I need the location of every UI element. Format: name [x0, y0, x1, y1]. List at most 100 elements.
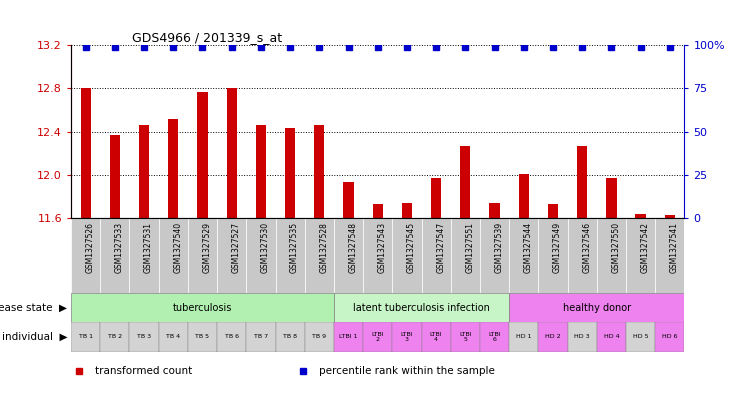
Text: GSM1327545: GSM1327545: [407, 222, 416, 273]
Bar: [597, 218, 626, 293]
Text: GSM1327539: GSM1327539: [494, 222, 503, 273]
Text: TB 2: TB 2: [108, 334, 122, 340]
Text: transformed count: transformed count: [95, 366, 192, 376]
Bar: [197, 92, 208, 218]
Bar: [393, 322, 422, 352]
Bar: [256, 125, 266, 218]
Bar: [71, 293, 334, 322]
Text: HD 1: HD 1: [516, 334, 532, 340]
Bar: [110, 135, 120, 218]
Bar: [334, 322, 363, 352]
Text: LTBI
6: LTBI 6: [488, 332, 501, 342]
Text: GDS4966 / 201339_s_at: GDS4966 / 201339_s_at: [132, 31, 283, 44]
Text: HD 5: HD 5: [633, 334, 649, 340]
Bar: [188, 322, 217, 352]
Bar: [460, 146, 470, 218]
Bar: [285, 129, 295, 218]
Bar: [304, 322, 334, 352]
Bar: [577, 146, 587, 218]
Text: healthy donor: healthy donor: [562, 303, 631, 312]
Text: TB 6: TB 6: [224, 334, 239, 340]
Bar: [422, 218, 451, 293]
Bar: [636, 214, 646, 218]
Bar: [548, 204, 558, 218]
Text: LTBI
3: LTBI 3: [401, 332, 413, 342]
Text: GSM1327527: GSM1327527: [232, 222, 241, 273]
Bar: [139, 125, 149, 218]
Bar: [539, 218, 568, 293]
Text: HD 3: HD 3: [574, 334, 590, 340]
Bar: [100, 218, 129, 293]
Bar: [314, 125, 325, 218]
Bar: [597, 322, 626, 352]
Bar: [81, 88, 91, 218]
Bar: [626, 322, 655, 352]
Text: LTBI
4: LTBI 4: [430, 332, 443, 342]
Bar: [480, 218, 509, 293]
Text: GSM1327540: GSM1327540: [174, 222, 183, 273]
Text: GSM1327550: GSM1327550: [611, 222, 620, 273]
Text: GSM1327531: GSM1327531: [144, 222, 153, 273]
Bar: [275, 322, 304, 352]
Text: LTBI
5: LTBI 5: [459, 332, 472, 342]
Bar: [422, 322, 451, 352]
Bar: [129, 218, 159, 293]
Text: TB 4: TB 4: [166, 334, 180, 340]
Text: disease state  ▶: disease state ▶: [0, 303, 67, 312]
Bar: [655, 218, 684, 293]
Bar: [343, 182, 354, 218]
Text: TB 5: TB 5: [195, 334, 209, 340]
Text: TB 3: TB 3: [137, 334, 151, 340]
Bar: [509, 322, 539, 352]
Bar: [100, 322, 129, 352]
Bar: [246, 218, 275, 293]
Bar: [655, 322, 684, 352]
Text: GSM1327528: GSM1327528: [319, 222, 328, 273]
Bar: [159, 218, 188, 293]
Bar: [518, 174, 529, 218]
Text: TB 9: TB 9: [312, 334, 326, 340]
Text: GSM1327549: GSM1327549: [553, 222, 562, 273]
Text: GSM1327529: GSM1327529: [203, 222, 212, 273]
Text: GSM1327530: GSM1327530: [261, 222, 270, 273]
Bar: [188, 218, 217, 293]
Text: GSM1327533: GSM1327533: [115, 222, 124, 273]
Text: LTBI 1: LTBI 1: [340, 334, 358, 340]
Bar: [159, 322, 188, 352]
Text: percentile rank within the sample: percentile rank within the sample: [319, 366, 495, 376]
Bar: [431, 178, 441, 218]
Text: TB 7: TB 7: [254, 334, 268, 340]
Bar: [334, 293, 509, 322]
Bar: [71, 322, 100, 352]
Bar: [275, 218, 304, 293]
Text: TB 1: TB 1: [79, 334, 93, 340]
Bar: [489, 203, 500, 218]
Bar: [363, 218, 393, 293]
Text: GSM1327547: GSM1327547: [436, 222, 445, 273]
Bar: [451, 322, 480, 352]
Bar: [217, 322, 246, 352]
Bar: [509, 293, 684, 322]
Bar: [168, 119, 179, 218]
Text: GSM1327544: GSM1327544: [524, 222, 533, 273]
Bar: [246, 322, 275, 352]
Bar: [568, 218, 597, 293]
Bar: [568, 322, 597, 352]
Text: HD 4: HD 4: [604, 334, 619, 340]
Text: GSM1327526: GSM1327526: [86, 222, 95, 273]
Text: individual  ▶: individual ▶: [1, 332, 67, 342]
Text: TB 8: TB 8: [283, 334, 297, 340]
Bar: [480, 322, 509, 352]
Bar: [363, 322, 393, 352]
Text: HD 6: HD 6: [662, 334, 678, 340]
Text: GSM1327551: GSM1327551: [465, 222, 474, 273]
Text: GSM1327548: GSM1327548: [349, 222, 358, 273]
Text: GSM1327543: GSM1327543: [378, 222, 387, 273]
Bar: [227, 88, 237, 218]
Bar: [304, 218, 334, 293]
Bar: [217, 218, 246, 293]
Bar: [129, 322, 159, 352]
Text: GSM1327542: GSM1327542: [640, 222, 649, 273]
Bar: [607, 178, 616, 218]
Bar: [373, 204, 383, 218]
